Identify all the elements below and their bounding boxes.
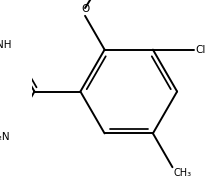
Text: H₂N: H₂N (0, 132, 10, 142)
Text: NH: NH (0, 40, 12, 50)
Text: CH₃: CH₃ (173, 168, 191, 178)
Text: Cl: Cl (195, 45, 206, 55)
Text: O: O (81, 4, 89, 14)
